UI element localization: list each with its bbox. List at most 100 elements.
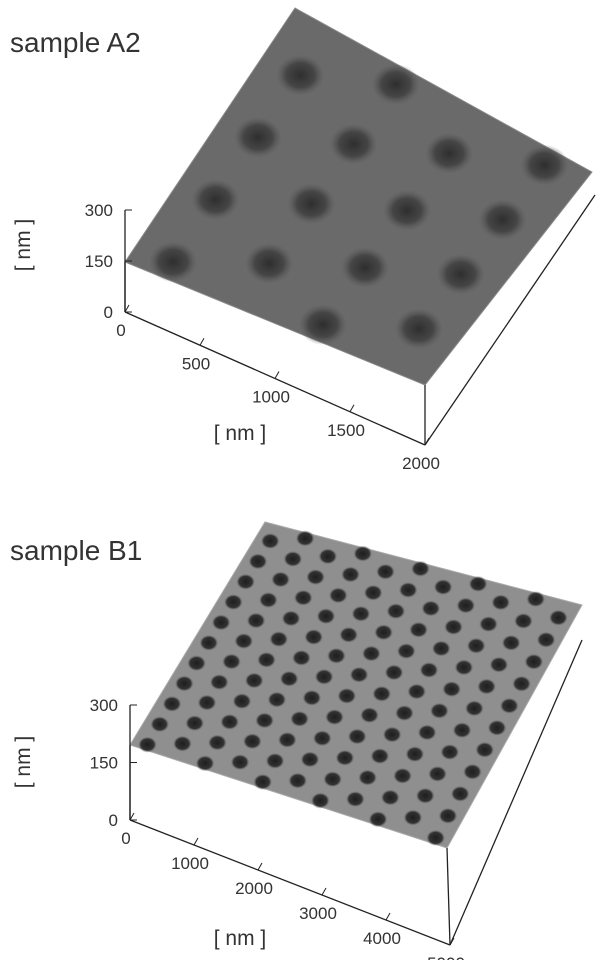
pit bbox=[524, 654, 543, 670]
pit bbox=[385, 664, 404, 680]
pit bbox=[465, 700, 484, 716]
x-tick bbox=[194, 838, 198, 845]
x-tick bbox=[350, 405, 354, 412]
pit bbox=[212, 614, 231, 630]
x-tick bbox=[258, 863, 262, 870]
x-axis-label: [ nm ] bbox=[214, 927, 267, 950]
pit bbox=[315, 669, 334, 685]
pit bbox=[192, 179, 240, 220]
pit bbox=[463, 764, 482, 780]
pit bbox=[175, 675, 194, 691]
pit bbox=[290, 711, 309, 727]
x-tick-label: 2000 bbox=[402, 454, 440, 473]
pit bbox=[428, 766, 447, 782]
pit bbox=[210, 674, 229, 690]
pit bbox=[456, 597, 475, 613]
pit bbox=[350, 667, 369, 683]
z-tick-label: 150 bbox=[85, 252, 113, 271]
pit bbox=[467, 638, 486, 654]
z-tick-label: 0 bbox=[104, 303, 113, 322]
x-tick bbox=[322, 888, 326, 895]
pit bbox=[280, 671, 299, 687]
pit bbox=[269, 631, 288, 647]
x-tick-label: 5000 bbox=[427, 954, 465, 960]
pit bbox=[512, 676, 531, 692]
pit bbox=[299, 304, 347, 345]
pit bbox=[374, 624, 393, 640]
pit bbox=[451, 786, 470, 802]
pit bbox=[409, 622, 428, 638]
pit bbox=[364, 585, 383, 601]
pit bbox=[393, 768, 412, 784]
pit bbox=[502, 635, 521, 651]
pit bbox=[488, 720, 507, 736]
x-axis-label: [ nm ] bbox=[214, 422, 267, 445]
pit bbox=[282, 610, 301, 626]
pit bbox=[418, 724, 437, 740]
pit bbox=[383, 726, 402, 742]
pit bbox=[339, 627, 358, 643]
pit bbox=[337, 688, 356, 704]
pit bbox=[395, 705, 414, 721]
pit bbox=[267, 692, 286, 708]
pit bbox=[419, 662, 438, 678]
pit bbox=[313, 730, 332, 746]
pit bbox=[491, 594, 510, 610]
pit bbox=[236, 574, 255, 590]
pit bbox=[479, 616, 498, 632]
pit bbox=[372, 686, 391, 702]
pit bbox=[453, 722, 472, 738]
pit bbox=[405, 746, 424, 762]
pit bbox=[276, 55, 324, 96]
pit bbox=[500, 698, 519, 714]
z-axis-label: [ nm ] bbox=[12, 736, 35, 789]
pit bbox=[311, 792, 330, 808]
pit bbox=[360, 707, 379, 723]
pit bbox=[199, 635, 218, 651]
pit bbox=[302, 690, 321, 706]
pit bbox=[549, 610, 568, 626]
pit bbox=[266, 753, 285, 769]
pit bbox=[383, 190, 431, 231]
pit bbox=[489, 657, 508, 673]
x-tick-label: 0 bbox=[116, 321, 125, 340]
box-edge bbox=[447, 848, 450, 945]
x-tick bbox=[200, 338, 204, 345]
pit bbox=[248, 553, 267, 569]
pit bbox=[292, 650, 311, 666]
x-tick-label: 1500 bbox=[327, 421, 365, 440]
pit bbox=[255, 712, 274, 728]
pit bbox=[426, 830, 445, 846]
pit bbox=[386, 603, 405, 619]
pit bbox=[245, 672, 264, 688]
pit bbox=[327, 648, 346, 664]
pit bbox=[440, 744, 459, 760]
z-axis-label: [ nm ] bbox=[12, 219, 35, 272]
pit bbox=[454, 659, 473, 675]
pit bbox=[173, 736, 192, 752]
pit bbox=[150, 716, 169, 732]
pit bbox=[163, 696, 182, 712]
pit bbox=[271, 571, 290, 587]
pit bbox=[253, 774, 272, 790]
figure: 01503000500100015002000sample A2[ nm ][ … bbox=[0, 0, 605, 960]
x-tick-label: 3000 bbox=[299, 904, 337, 923]
pit bbox=[437, 254, 485, 295]
z-tick-label: 150 bbox=[90, 754, 118, 773]
pit bbox=[537, 632, 556, 648]
pit bbox=[407, 683, 426, 699]
pit bbox=[149, 241, 197, 282]
x-tick-label: 4000 bbox=[363, 929, 401, 948]
x-tick-label: 1000 bbox=[252, 388, 290, 407]
pit bbox=[231, 754, 250, 770]
x-tick bbox=[275, 372, 279, 379]
pit bbox=[294, 590, 313, 606]
x-tick-label: 0 bbox=[121, 829, 130, 848]
pit bbox=[353, 546, 372, 562]
pit bbox=[421, 600, 440, 616]
pit bbox=[323, 771, 342, 787]
x-tick-label: 500 bbox=[182, 354, 210, 373]
pit bbox=[197, 695, 216, 711]
pit bbox=[403, 809, 422, 825]
pit bbox=[257, 652, 276, 668]
